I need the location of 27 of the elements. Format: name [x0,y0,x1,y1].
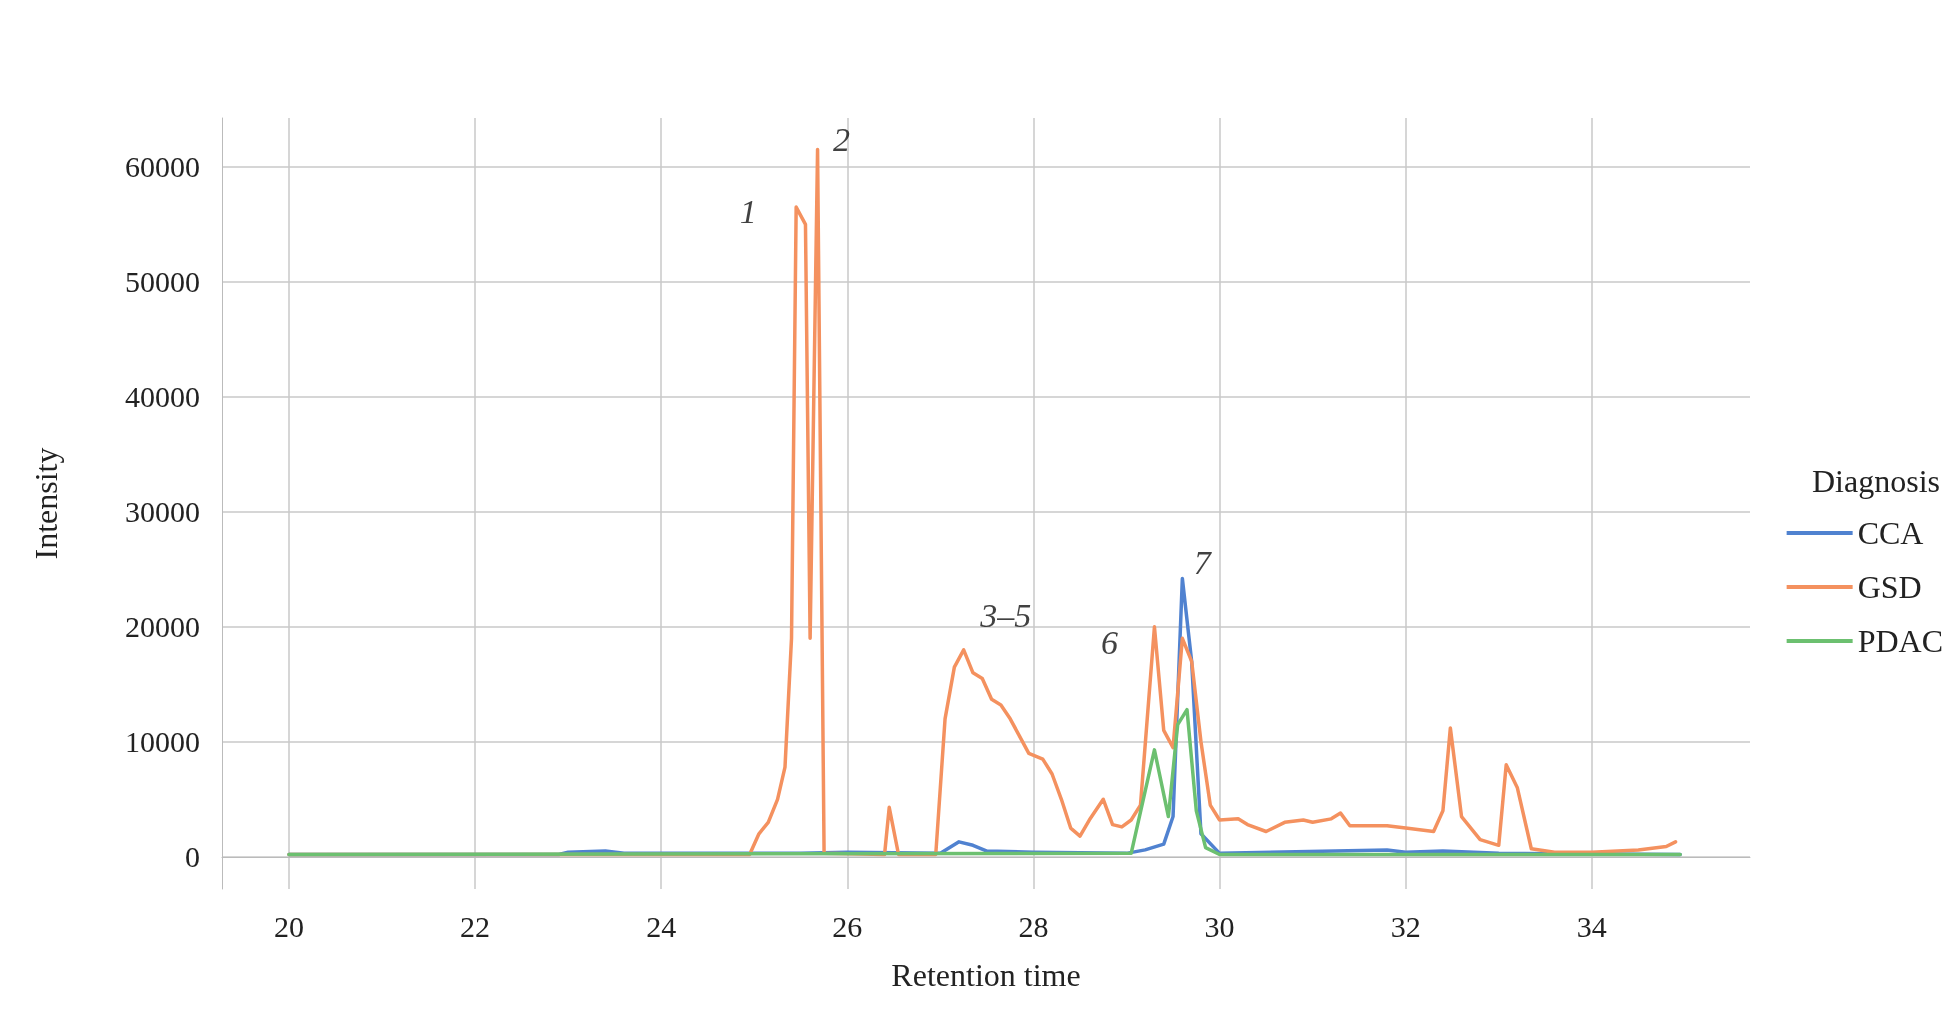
y-tick-label: 60000 [125,150,200,184]
y-tick-label: 20000 [125,610,200,644]
x-tick-label: 20 [274,909,304,943]
line-series [287,707,1682,857]
annotation: 1 [739,192,757,230]
y-tick-label: 40000 [125,380,200,414]
y-axis-title: Intensity [28,447,64,560]
legend-label: PDAC [1857,623,1943,659]
annotation: 7 [1193,544,1213,582]
y-tick-label: 10000 [125,725,200,759]
x-tick-label: 34 [1576,909,1607,943]
y-tick-label: 30000 [125,495,200,529]
y-tick-label: 0 [185,840,200,874]
x-tick-label: 30 [1204,909,1235,943]
x-tick-label: 24 [646,909,677,943]
legend-label: GSD [1857,569,1922,605]
annotation: 2 [833,121,851,159]
legend-label: CCA [1857,515,1924,551]
y-tick-label: 50000 [125,265,200,299]
x-tick-label: 26 [832,909,863,943]
x-axis-title: Retention time [891,957,1081,993]
legend-title: Diagnosis [1812,463,1940,499]
annotation: 6 [1100,624,1118,662]
x-tick-label: 22 [460,909,491,943]
x-tick-label: 28 [1018,909,1049,943]
x-tick-label: 32 [1390,909,1421,943]
annotation: 3–5 [979,597,1032,635]
